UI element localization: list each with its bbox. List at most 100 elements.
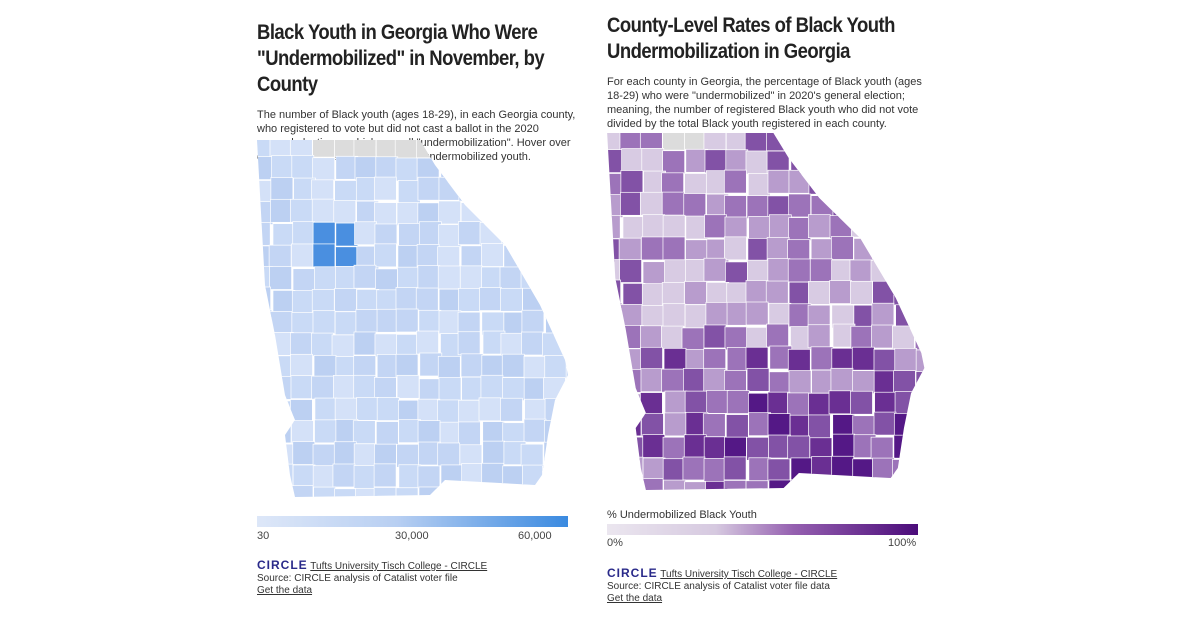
county[interactable] <box>811 369 834 394</box>
county[interactable] <box>311 332 334 357</box>
county[interactable] <box>481 354 505 379</box>
county[interactable] <box>808 414 831 439</box>
county[interactable] <box>332 463 356 488</box>
county[interactable] <box>601 194 624 218</box>
county[interactable] <box>290 399 313 423</box>
county[interactable] <box>600 434 621 459</box>
county[interactable] <box>703 367 727 392</box>
county[interactable] <box>270 463 294 488</box>
county[interactable] <box>702 413 726 438</box>
county[interactable] <box>504 508 526 510</box>
county[interactable] <box>458 488 481 510</box>
county[interactable] <box>564 333 580 358</box>
county[interactable] <box>749 501 771 508</box>
county[interactable] <box>810 346 834 371</box>
county[interactable] <box>268 419 292 444</box>
county[interactable] <box>831 347 855 372</box>
county[interactable] <box>563 397 580 421</box>
county[interactable] <box>352 420 376 445</box>
county[interactable] <box>520 443 544 468</box>
county[interactable] <box>787 435 811 460</box>
county[interactable] <box>893 502 915 508</box>
county[interactable] <box>789 500 811 508</box>
county[interactable] <box>914 303 935 327</box>
county[interactable] <box>461 507 483 510</box>
county[interactable] <box>314 397 338 422</box>
county[interactable] <box>723 456 747 481</box>
county[interactable] <box>397 266 420 291</box>
county[interactable] <box>458 399 481 424</box>
county[interactable] <box>353 507 375 510</box>
county[interactable] <box>600 481 623 505</box>
county[interactable] <box>269 266 292 290</box>
county[interactable] <box>290 353 313 378</box>
county[interactable] <box>312 465 336 490</box>
county[interactable] <box>353 443 377 468</box>
county[interactable] <box>522 488 546 510</box>
county[interactable] <box>684 304 708 329</box>
county[interactable] <box>765 280 789 305</box>
county[interactable] <box>851 128 875 151</box>
county[interactable] <box>745 150 769 175</box>
county[interactable] <box>250 333 272 358</box>
county[interactable] <box>418 441 441 466</box>
county[interactable] <box>271 443 295 468</box>
county[interactable] <box>891 149 915 173</box>
county[interactable] <box>915 434 935 458</box>
county[interactable] <box>766 501 788 508</box>
county[interactable] <box>661 282 685 306</box>
county[interactable] <box>500 156 524 180</box>
county[interactable] <box>872 280 896 305</box>
county[interactable] <box>314 266 337 291</box>
county[interactable] <box>399 508 421 510</box>
county[interactable] <box>268 486 292 510</box>
county[interactable] <box>480 374 504 399</box>
county[interactable] <box>543 420 567 444</box>
county[interactable] <box>544 201 568 226</box>
county[interactable] <box>354 156 378 181</box>
georgia-count-map[interactable] <box>250 135 580 510</box>
county[interactable] <box>703 324 727 349</box>
county[interactable] <box>398 223 421 247</box>
county[interactable] <box>640 478 664 502</box>
county[interactable] <box>353 465 377 489</box>
county[interactable] <box>618 237 642 262</box>
county[interactable] <box>270 198 293 223</box>
county[interactable] <box>621 148 644 172</box>
county[interactable] <box>684 173 707 197</box>
county[interactable] <box>787 128 811 152</box>
county[interactable] <box>333 375 356 399</box>
county[interactable] <box>662 214 686 239</box>
county[interactable] <box>250 156 273 180</box>
county[interactable] <box>523 377 547 402</box>
county[interactable] <box>500 220 524 245</box>
county[interactable] <box>418 221 442 246</box>
county[interactable] <box>395 487 419 510</box>
county[interactable] <box>663 479 686 503</box>
county[interactable] <box>269 135 293 159</box>
county[interactable] <box>703 257 727 282</box>
county[interactable] <box>850 280 873 305</box>
county[interactable] <box>723 236 747 261</box>
county[interactable] <box>832 194 856 218</box>
county[interactable] <box>851 346 875 371</box>
county[interactable] <box>502 465 526 490</box>
county[interactable] <box>291 312 315 336</box>
county[interactable] <box>619 369 642 393</box>
county[interactable] <box>766 128 789 152</box>
county[interactable] <box>662 458 686 483</box>
county[interactable] <box>913 215 935 239</box>
county[interactable] <box>915 261 935 286</box>
county[interactable] <box>396 374 420 399</box>
county[interactable] <box>642 457 666 482</box>
county[interactable] <box>333 200 357 224</box>
county[interactable] <box>564 463 580 488</box>
county[interactable] <box>503 245 527 269</box>
county[interactable] <box>828 390 852 415</box>
county[interactable] <box>270 177 294 201</box>
county[interactable] <box>682 456 706 481</box>
county[interactable] <box>808 281 831 305</box>
county[interactable] <box>376 308 400 333</box>
county[interactable] <box>639 191 663 216</box>
county[interactable] <box>643 503 665 508</box>
